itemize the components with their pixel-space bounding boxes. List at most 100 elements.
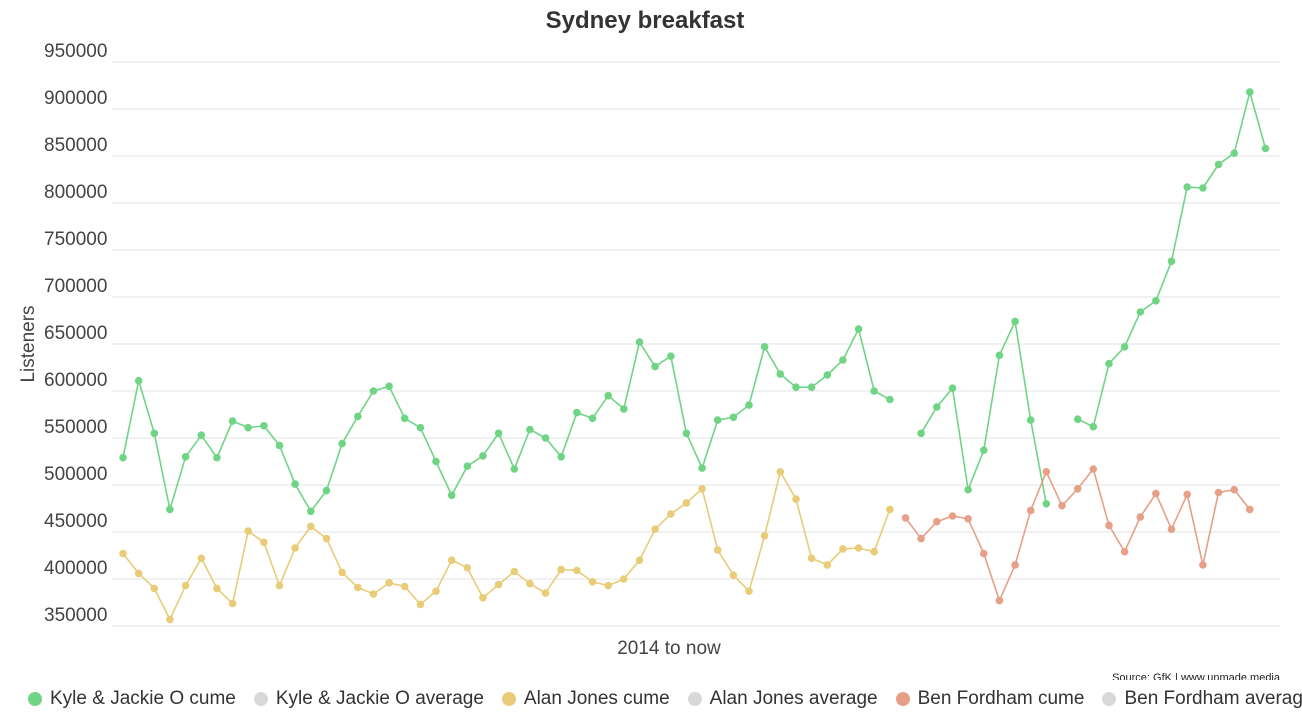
data-point[interactable] bbox=[1042, 468, 1051, 476]
data-point[interactable] bbox=[181, 453, 190, 461]
data-point[interactable] bbox=[432, 587, 440, 595]
data-point[interactable] bbox=[917, 429, 925, 438]
data-point[interactable] bbox=[494, 429, 503, 438]
data-point[interactable] bbox=[651, 362, 659, 371]
data-point[interactable] bbox=[447, 491, 456, 500]
data-point[interactable] bbox=[1214, 160, 1223, 169]
data-point[interactable] bbox=[713, 546, 722, 554]
data-point[interactable] bbox=[291, 480, 299, 488]
data-point[interactable] bbox=[1136, 513, 1145, 521]
data-point[interactable] bbox=[854, 325, 863, 333]
data-point[interactable] bbox=[134, 569, 143, 578]
data-point[interactable] bbox=[729, 413, 738, 422]
data-point[interactable] bbox=[729, 571, 738, 579]
data-point[interactable] bbox=[682, 429, 691, 438]
data-point[interactable] bbox=[760, 343, 769, 351]
data-point[interactable] bbox=[620, 575, 628, 583]
data-point[interactable] bbox=[479, 594, 487, 602]
data-point[interactable] bbox=[260, 422, 268, 430]
data-point[interactable] bbox=[479, 452, 487, 460]
data-point[interactable] bbox=[839, 356, 847, 364]
data-point[interactable] bbox=[698, 464, 706, 472]
data-point[interactable] bbox=[886, 395, 894, 404]
data-point[interactable] bbox=[181, 581, 190, 590]
data-point[interactable] bbox=[1246, 88, 1254, 96]
data-point[interactable] bbox=[510, 567, 519, 576]
data-point[interactable] bbox=[745, 401, 753, 409]
data-point[interactable] bbox=[807, 383, 816, 392]
data-point[interactable] bbox=[854, 544, 863, 552]
data-point[interactable] bbox=[150, 584, 159, 593]
data-point[interactable] bbox=[119, 549, 127, 558]
legend-item[interactable]: Kyle & Jackie O cume bbox=[28, 688, 236, 710]
data-point[interactable] bbox=[948, 512, 957, 520]
data-point[interactable] bbox=[886, 505, 894, 514]
data-point[interactable] bbox=[635, 556, 644, 564]
data-point[interactable] bbox=[244, 527, 252, 535]
data-point[interactable] bbox=[197, 554, 206, 563]
data-point[interactable] bbox=[964, 515, 972, 523]
data-point[interactable] bbox=[698, 485, 706, 493]
data-point[interactable] bbox=[933, 403, 941, 411]
data-point[interactable] bbox=[1011, 561, 1019, 569]
data-point[interactable] bbox=[1120, 547, 1129, 556]
data-point[interactable] bbox=[776, 468, 785, 476]
data-point[interactable] bbox=[604, 581, 612, 590]
data-point[interactable] bbox=[839, 545, 847, 553]
data-point[interactable] bbox=[573, 408, 581, 417]
data-point[interactable] bbox=[1089, 422, 1098, 431]
data-point[interactable] bbox=[354, 583, 362, 592]
data-point[interactable] bbox=[1246, 505, 1254, 514]
data-point[interactable] bbox=[385, 382, 393, 391]
legend-item[interactable]: Alan Jones cume bbox=[501, 688, 670, 710]
data-point[interactable] bbox=[1167, 257, 1176, 266]
data-point[interactable] bbox=[604, 391, 612, 400]
data-point[interactable] bbox=[1199, 561, 1207, 569]
data-point[interactable] bbox=[1120, 343, 1129, 351]
data-point[interactable] bbox=[1073, 485, 1082, 493]
data-point[interactable] bbox=[901, 514, 910, 522]
data-point[interactable] bbox=[1152, 297, 1160, 305]
data-point[interactable] bbox=[1199, 184, 1207, 192]
data-point[interactable] bbox=[119, 453, 127, 462]
data-point[interactable] bbox=[228, 599, 237, 608]
data-point[interactable] bbox=[291, 544, 299, 552]
data-point[interactable] bbox=[1089, 465, 1098, 473]
data-point[interactable] bbox=[1230, 149, 1238, 157]
data-point[interactable] bbox=[213, 584, 221, 593]
data-point[interactable] bbox=[275, 441, 284, 450]
data-point[interactable] bbox=[1214, 488, 1223, 497]
data-point[interactable] bbox=[228, 417, 237, 425]
legend-item[interactable]: Alan Jones average bbox=[687, 688, 878, 710]
data-point[interactable] bbox=[620, 405, 628, 413]
data-point[interactable] bbox=[1136, 308, 1145, 316]
data-point[interactable] bbox=[1105, 359, 1113, 368]
data-point[interactable] bbox=[760, 532, 769, 540]
data-point[interactable] bbox=[588, 414, 597, 423]
data-point[interactable] bbox=[573, 566, 581, 575]
data-point[interactable] bbox=[667, 510, 675, 518]
data-point[interactable] bbox=[416, 600, 425, 609]
data-point[interactable] bbox=[745, 587, 753, 595]
data-point[interactable] bbox=[807, 554, 816, 563]
data-point[interactable] bbox=[588, 578, 597, 586]
data-point[interactable] bbox=[150, 429, 159, 438]
data-point[interactable] bbox=[1167, 525, 1176, 533]
data-point[interactable] bbox=[369, 590, 378, 598]
data-point[interactable] bbox=[823, 561, 832, 569]
data-point[interactable] bbox=[322, 534, 331, 543]
data-point[interactable] bbox=[526, 579, 534, 588]
data-point[interactable] bbox=[166, 505, 174, 514]
data-point[interactable] bbox=[400, 582, 409, 591]
data-point[interactable] bbox=[510, 465, 519, 473]
data-point[interactable] bbox=[322, 486, 331, 495]
data-point[interactable] bbox=[354, 412, 362, 421]
data-point[interactable] bbox=[776, 370, 785, 378]
data-point[interactable] bbox=[1105, 521, 1113, 530]
data-point[interactable] bbox=[1042, 500, 1051, 508]
data-point[interactable] bbox=[980, 446, 988, 455]
data-point[interactable] bbox=[197, 431, 206, 440]
data-point[interactable] bbox=[385, 579, 393, 587]
data-point[interactable] bbox=[541, 434, 550, 442]
data-point[interactable] bbox=[651, 525, 659, 533]
